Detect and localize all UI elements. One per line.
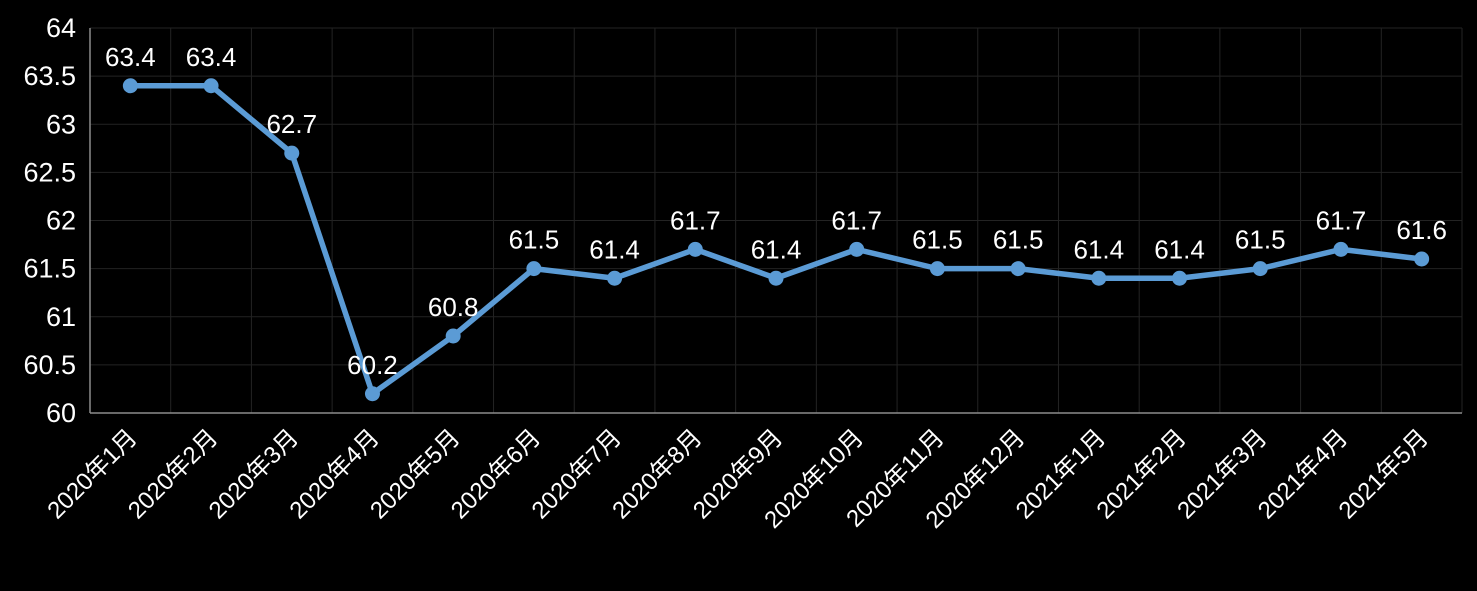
data-point-marker bbox=[849, 241, 865, 257]
y-axis-tick-label: 61 bbox=[46, 302, 76, 332]
y-axis-tick-label: 63 bbox=[46, 109, 76, 139]
data-label: 61.6 bbox=[1396, 215, 1447, 245]
data-label: 61.4 bbox=[751, 234, 802, 264]
data-label: 61.7 bbox=[831, 205, 882, 235]
data-label: 61.7 bbox=[1316, 205, 1367, 235]
y-axis-tick-label: 63.5 bbox=[23, 61, 76, 91]
data-point-marker bbox=[1010, 261, 1026, 277]
data-point-marker bbox=[284, 145, 300, 161]
data-label: 63.4 bbox=[186, 42, 237, 72]
y-axis-tick-label: 60.5 bbox=[23, 350, 76, 380]
data-point-marker bbox=[687, 241, 703, 257]
data-point-marker bbox=[1252, 261, 1268, 277]
data-label: 60.8 bbox=[428, 292, 479, 322]
data-point-marker bbox=[364, 386, 380, 402]
data-point-marker bbox=[445, 328, 461, 344]
data-label: 61.5 bbox=[993, 225, 1044, 255]
data-label: 61.5 bbox=[912, 225, 963, 255]
data-label: 61.5 bbox=[509, 225, 560, 255]
data-point-marker bbox=[607, 270, 623, 286]
data-point-marker bbox=[1333, 241, 1349, 257]
y-axis-tick-label: 62.5 bbox=[23, 157, 76, 187]
data-point-marker bbox=[768, 270, 784, 286]
y-axis-tick-label: 62 bbox=[46, 206, 76, 236]
data-label: 61.4 bbox=[1074, 234, 1125, 264]
data-label: 63.4 bbox=[105, 42, 156, 72]
data-point-marker bbox=[1172, 270, 1188, 286]
data-point-marker bbox=[929, 261, 945, 277]
data-label: 60.2 bbox=[347, 350, 398, 380]
data-label: 61.7 bbox=[670, 205, 721, 235]
data-point-marker bbox=[1414, 251, 1430, 267]
data-point-marker bbox=[526, 261, 542, 277]
data-label: 61.5 bbox=[1235, 225, 1286, 255]
data-point-marker bbox=[203, 78, 219, 94]
data-label: 61.4 bbox=[1154, 234, 1205, 264]
data-point-marker bbox=[122, 78, 138, 94]
data-point-marker bbox=[1091, 270, 1107, 286]
data-label: 61.4 bbox=[589, 234, 640, 264]
data-label: 62.7 bbox=[266, 109, 317, 139]
y-axis-tick-label: 64 bbox=[46, 13, 76, 43]
y-axis-tick-label: 60 bbox=[46, 398, 76, 428]
y-axis-tick-label: 61.5 bbox=[23, 254, 76, 284]
